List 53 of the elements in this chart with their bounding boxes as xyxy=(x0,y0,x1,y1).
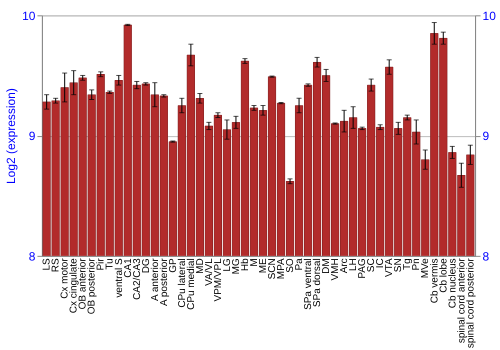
x-tick-label: GP xyxy=(168,258,179,273)
x-tick-label: VTA xyxy=(384,258,396,277)
x-tick-label: SC xyxy=(366,258,378,272)
x-tick-label: MVe xyxy=(420,258,432,278)
x-tick-label: CPu medial xyxy=(186,258,197,310)
x-tick-label: MG xyxy=(230,258,242,274)
x-tick-label: M xyxy=(248,258,260,267)
x-tick-label: ventral S xyxy=(114,258,125,298)
x-tick-label: LG xyxy=(222,258,233,272)
x-tick-label: SPa dorsal xyxy=(312,258,324,308)
x-tick-label: OB posterior xyxy=(86,258,98,314)
x-tick-label: CA1 xyxy=(122,258,134,278)
y-tick-label: 8 xyxy=(28,249,36,264)
x-tick-label: Arc xyxy=(339,258,350,274)
x-tick-label: Cb lobe xyxy=(438,258,450,293)
x-tick-label: Hb xyxy=(240,258,251,272)
x-tick-label: LS xyxy=(42,258,53,271)
x-tick-label: Cx cingulate xyxy=(68,258,80,314)
x-tick-label: DM xyxy=(321,258,332,274)
x-tick-label: SCN xyxy=(267,258,278,280)
x-tick-label: IC xyxy=(375,258,386,268)
x-tick-label: A anterior xyxy=(150,258,161,302)
x-tick-label: ME xyxy=(258,258,269,274)
x-tick-label: Pir xyxy=(96,258,107,271)
y-tick-label: 9 xyxy=(28,129,36,144)
y-axis-title: Log2 (expression) xyxy=(4,88,18,184)
x-tick-label: Pa xyxy=(294,258,306,271)
x-tick-label: SN xyxy=(393,258,404,272)
x-tick-label: MPA xyxy=(276,258,288,280)
x-tick-label: LH xyxy=(348,258,360,272)
x-tick-label: RS xyxy=(50,258,62,272)
x-tick-label: DG xyxy=(140,258,152,274)
y2-tick-label: 9 xyxy=(482,129,490,144)
x-tick-label: VMH xyxy=(330,258,342,280)
x-tick-label: CPu lateral xyxy=(176,258,188,308)
x-tick-label: spinal cord anterior xyxy=(456,258,468,344)
x-tick-label: VPM/VPL xyxy=(212,258,224,302)
x-tick-label: OB anterior xyxy=(78,258,89,310)
x-tick-label: VA/VL xyxy=(204,258,215,286)
x-tick-label: CA2/CA3 xyxy=(132,258,143,300)
x-tick-label: Cb vermis xyxy=(429,258,440,304)
x-tick-label: spinal cord posterior xyxy=(465,258,476,348)
x-tick-label: A posterior xyxy=(158,258,170,306)
y2-tick-label: 10 xyxy=(482,8,496,23)
y2-tick-label: 8 xyxy=(482,249,490,264)
x-tick-label: PAG xyxy=(357,258,368,279)
x-tick-label: MD xyxy=(194,258,206,274)
x-tick-label: Tg xyxy=(402,258,414,270)
x-tick-label: SO xyxy=(285,258,296,273)
y-tick-label: 10 xyxy=(22,8,36,23)
x-tick-label: Pn xyxy=(411,258,422,271)
x-tick-label: Tu xyxy=(104,258,116,270)
x-tick-label: Cb nucleus xyxy=(447,258,458,308)
